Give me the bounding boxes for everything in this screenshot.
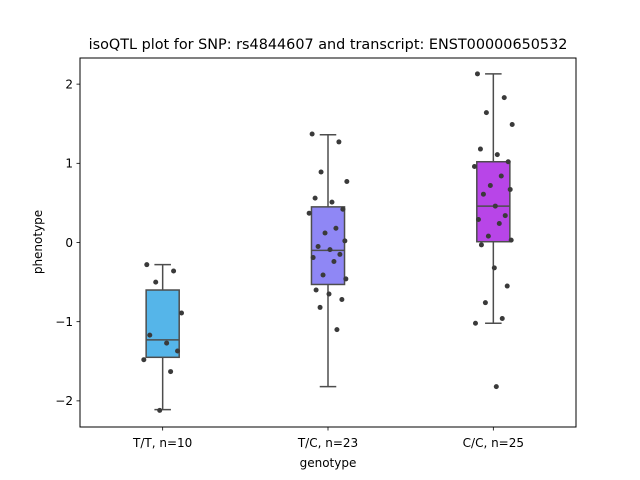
iqr-box xyxy=(476,160,511,243)
box-group xyxy=(141,262,185,413)
data-point xyxy=(501,95,507,101)
data-point xyxy=(483,110,489,116)
x-tick-label: T/T, n=10 xyxy=(132,436,192,450)
data-point xyxy=(153,279,159,285)
x-axis-label: genotype xyxy=(300,456,357,470)
data-point xyxy=(477,146,483,152)
data-point xyxy=(157,407,163,413)
y-axis-label: phenotype xyxy=(31,210,45,274)
data-point xyxy=(505,159,511,165)
data-point xyxy=(331,259,337,265)
data-point xyxy=(317,304,323,310)
data-point xyxy=(339,297,345,303)
y-tick-label: 0 xyxy=(65,236,73,250)
data-point xyxy=(337,251,343,257)
data-point xyxy=(472,320,478,326)
data-point xyxy=(487,182,493,188)
x-tick-label: C/C, n=25 xyxy=(463,436,524,450)
y-tick-label: −2 xyxy=(55,394,73,408)
data-point xyxy=(168,369,174,375)
data-point xyxy=(492,203,498,209)
data-point xyxy=(144,262,150,268)
data-point xyxy=(502,213,508,219)
data-point xyxy=(508,237,514,243)
data-point xyxy=(309,131,315,137)
data-point xyxy=(147,332,153,338)
plot-area xyxy=(141,71,515,413)
data-point xyxy=(496,220,502,226)
box-group xyxy=(471,71,515,390)
data-point xyxy=(141,357,147,363)
data-point xyxy=(318,169,324,175)
data-point xyxy=(313,287,319,293)
data-point xyxy=(485,233,491,239)
data-point xyxy=(334,327,340,333)
iqr-box xyxy=(310,206,346,286)
y-axis: −2 −1 0 1 2 xyxy=(55,77,80,408)
y-tick-label: −1 xyxy=(55,315,73,329)
y-tick-label: 2 xyxy=(65,77,73,91)
data-point xyxy=(498,173,504,179)
data-point xyxy=(342,238,348,244)
data-point xyxy=(164,340,170,346)
data-point xyxy=(494,152,500,158)
data-point xyxy=(507,186,513,192)
data-point xyxy=(482,300,488,306)
data-point xyxy=(326,291,332,297)
data-point xyxy=(499,316,505,322)
box-group xyxy=(306,131,350,388)
data-point xyxy=(306,210,312,216)
data-point xyxy=(474,71,480,77)
data-point xyxy=(471,163,477,169)
iqr-box xyxy=(145,289,180,359)
data-point xyxy=(171,268,177,274)
data-point xyxy=(504,283,510,289)
y-tick-label: 1 xyxy=(65,157,73,171)
chart-title: isoQTL plot for SNP: rs4844607 and trans… xyxy=(89,37,568,53)
data-point xyxy=(312,195,318,201)
data-point xyxy=(333,225,339,231)
data-point xyxy=(310,255,316,261)
data-point xyxy=(493,384,499,390)
data-point xyxy=(315,243,321,249)
data-point xyxy=(475,217,481,223)
data-point xyxy=(509,122,515,128)
data-point xyxy=(480,191,486,197)
data-point xyxy=(478,242,484,248)
x-axis: T/T, n=10 T/C, n=23 C/C, n=25 xyxy=(132,427,524,450)
data-point xyxy=(320,272,326,278)
data-point xyxy=(322,230,328,236)
data-point xyxy=(343,276,349,282)
data-point xyxy=(340,206,346,212)
data-point xyxy=(175,348,181,354)
data-point xyxy=(336,139,342,145)
data-point xyxy=(329,199,335,205)
data-point xyxy=(179,310,185,316)
x-tick-label: T/C, n=23 xyxy=(297,436,358,450)
data-point xyxy=(344,179,350,185)
data-point xyxy=(327,247,333,253)
data-point xyxy=(491,265,497,271)
